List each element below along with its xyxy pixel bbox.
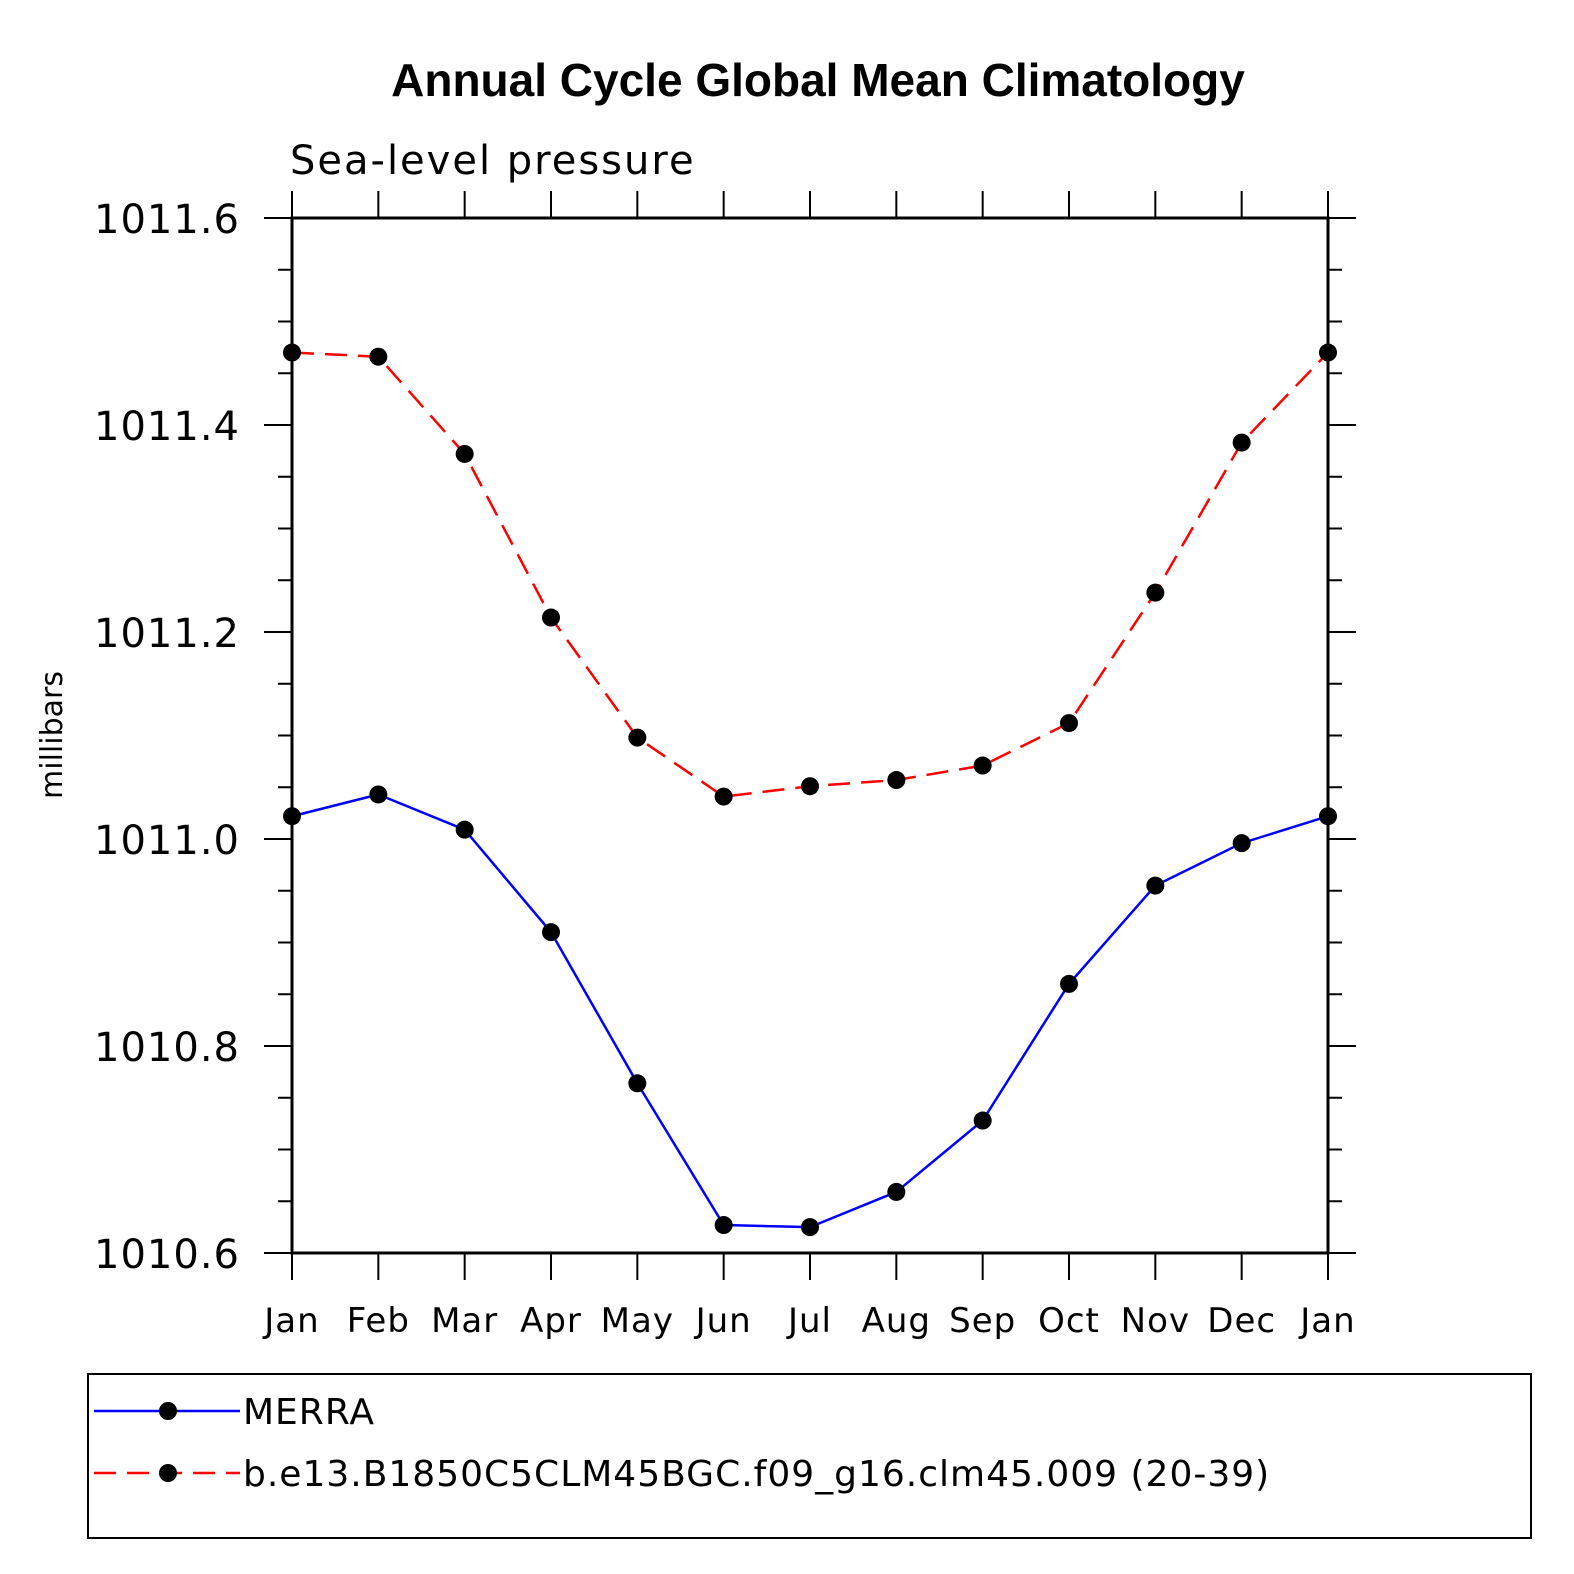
axes (264, 191, 1356, 1280)
x-tick-label: Sep (949, 1301, 1016, 1341)
legend-label-1: b.e13.B1850C5CLM45BGC.f09_g16.clm45.009 … (243, 1454, 1270, 1495)
series-line-1 (291, 351, 1329, 798)
legend-label-0: MERRA (243, 1392, 375, 1433)
y-tick-label: 1011.2 (94, 611, 240, 657)
series-1-point (1319, 343, 1337, 362)
series-0-point (887, 1182, 906, 1201)
series-1-point (369, 347, 388, 366)
x-tick-label: Dec (1207, 1301, 1276, 1341)
plot-frame (290, 216, 1330, 1255)
series-0-point (1060, 974, 1078, 993)
x-tick-label: Nov (1121, 1301, 1190, 1341)
series-0-point (801, 1218, 819, 1237)
y-tick-label: 1011.4 (94, 404, 240, 450)
series-0-point (1319, 807, 1337, 826)
chart-subtitle: Sea-level pressure (290, 138, 696, 184)
series-1-point (1146, 583, 1165, 602)
series-1-point (283, 343, 301, 362)
x-tick-label: Apr (520, 1301, 582, 1341)
series-0-point (283, 807, 301, 826)
y-tick-label: 1010.8 (94, 1025, 240, 1071)
x-tick-label: Mar (431, 1301, 498, 1341)
y-axis-label: millibars (35, 671, 70, 799)
series-1-point (1232, 433, 1251, 452)
series-0-point (628, 1074, 647, 1093)
x-tick-label: May (601, 1301, 674, 1341)
y-tick-label: 1011.0 (94, 818, 240, 864)
series-0-point (455, 820, 474, 839)
x-tick-label: Jan (262, 1301, 319, 1341)
series-1-point (628, 728, 647, 747)
series-0-point (1232, 834, 1251, 853)
series-1-point (714, 787, 733, 806)
y-tick-labels: 1010.6 1010.8 1011.0 1011.2 1011.4 1011.6 (94, 197, 240, 1278)
legend-marker-0 (159, 1402, 177, 1420)
x-tick-label: Jul (786, 1301, 832, 1341)
series-0-point (1146, 876, 1165, 895)
series-layer (283, 343, 1337, 1237)
series-1-point (542, 608, 560, 627)
series-1-point (801, 777, 819, 796)
x-tick-label: Jan (1298, 1301, 1355, 1341)
series-0-point (369, 785, 388, 804)
series-1-point (973, 756, 992, 775)
x-tick-label: Feb (347, 1301, 410, 1341)
series-0-point (542, 923, 560, 942)
legend: MERRA b.e13.B1850C5CLM45BGC.f09_g16.clm45… (87, 1373, 1532, 1539)
series-1-point (455, 444, 474, 463)
x-tick-label: Oct (1038, 1301, 1100, 1341)
series-1-point (1060, 714, 1078, 733)
series-0-point (714, 1216, 733, 1235)
legend-box (87, 1373, 1532, 1539)
series-1-point (887, 771, 906, 790)
y-tick-label: 1010.6 (94, 1232, 240, 1278)
series-line-0 (291, 793, 1329, 1229)
x-tick-labels: Jan Feb Mar Apr May Jun Jul Aug Sep Oct Nov Dec Jan (262, 1301, 1355, 1341)
series-0-point (973, 1111, 992, 1130)
legend-marker-1 (159, 1464, 177, 1482)
x-tick-label: Aug (862, 1301, 931, 1341)
y-tick-label: 1011.6 (94, 197, 240, 243)
chart-title: Annual Cycle Global Mean Climatology (391, 54, 1245, 106)
x-tick-label: Jun (694, 1301, 752, 1341)
